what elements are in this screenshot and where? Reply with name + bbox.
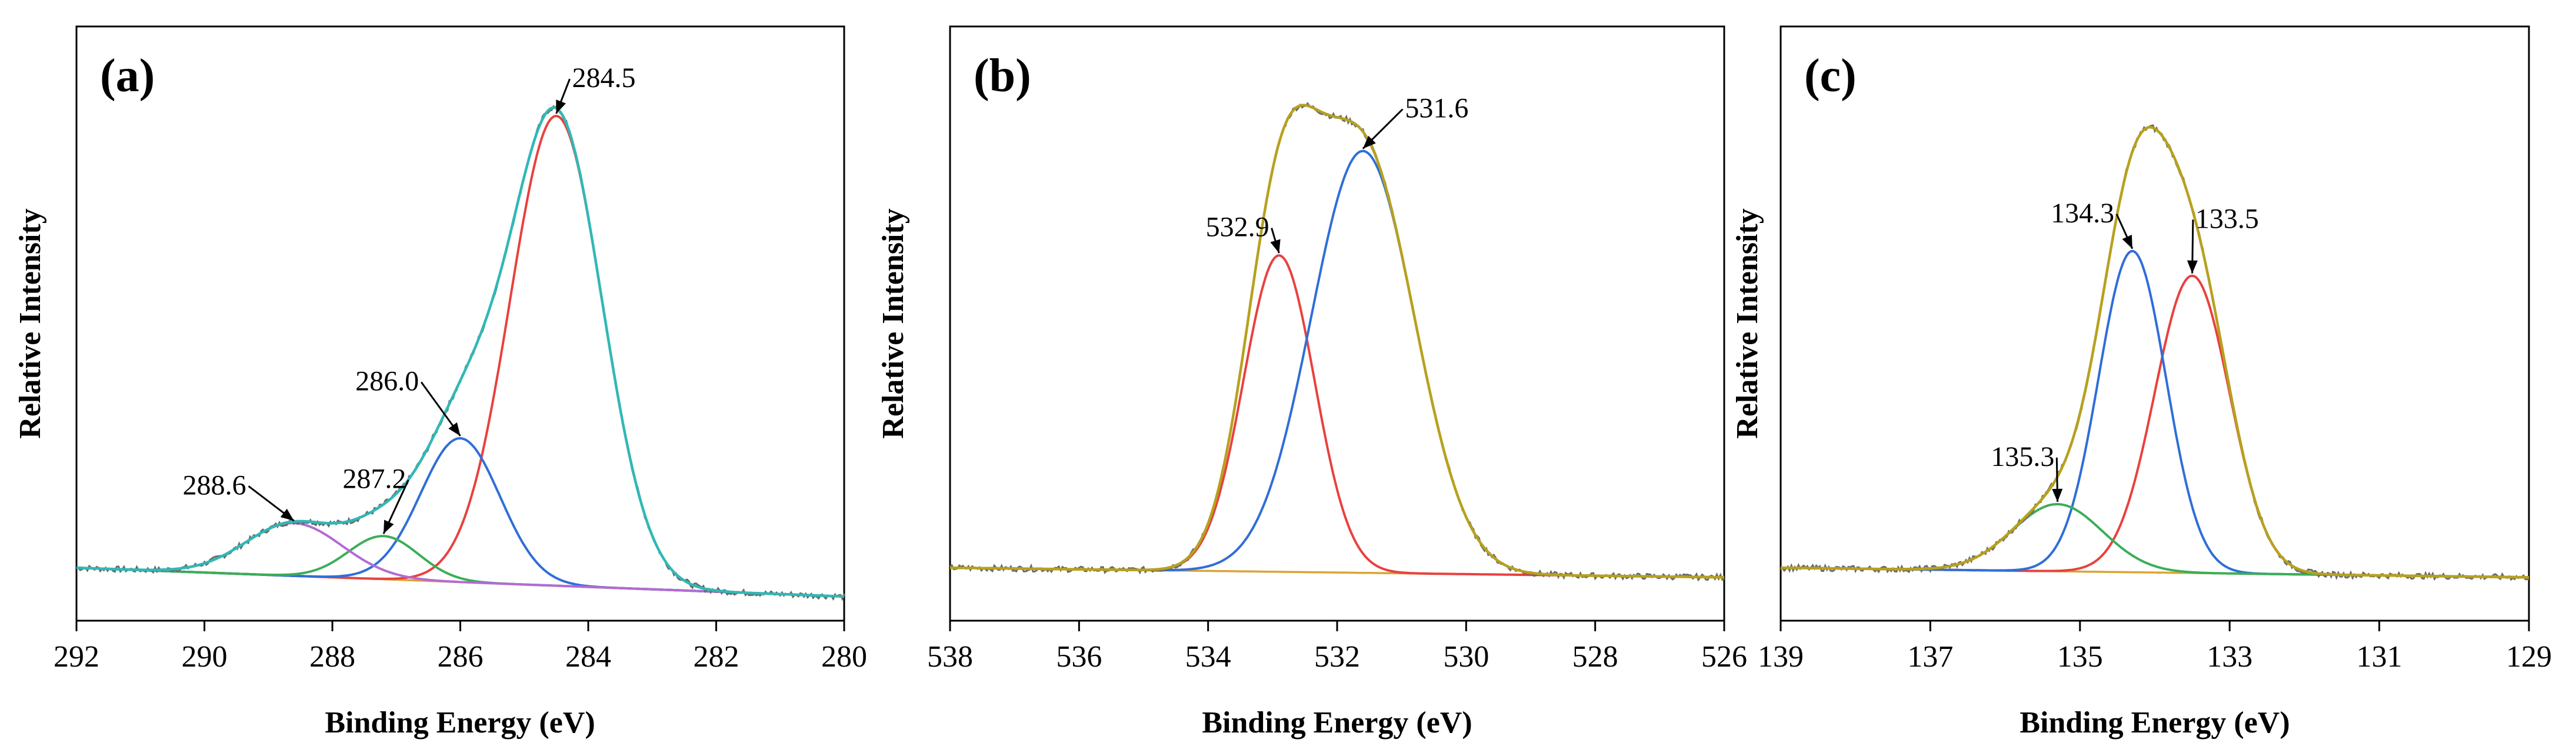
- x-tick-label: 133: [2207, 640, 2252, 674]
- x-tick-label: 538: [927, 640, 973, 674]
- peak-annotation: 287.2: [342, 464, 406, 495]
- curves: [1779, 124, 2530, 581]
- annotation-arrowhead: [2052, 488, 2063, 502]
- x-tick-label: 532: [1314, 640, 1360, 674]
- plot-frame: [949, 25, 1725, 622]
- annotation-arrowhead: [1270, 239, 1281, 254]
- x-tick-label: 534: [1185, 640, 1231, 674]
- panel-label: (b): [974, 50, 1031, 102]
- raw-data-line: [949, 102, 1725, 582]
- panel-label: (c): [1804, 50, 1857, 102]
- y-axis-title: Relative Intensity: [1731, 208, 1764, 438]
- x-tick-label: 526: [1701, 640, 1747, 674]
- envelope-line: [950, 104, 1724, 579]
- x-tick-label: 292: [54, 640, 99, 674]
- x-tick-label: 129: [2506, 640, 2552, 674]
- x-tick-label: 288: [309, 640, 355, 674]
- peak-annotation: 134.3: [2051, 198, 2114, 229]
- panel-b: (b) Binding Energy (eV) Relative Intensi…: [877, 25, 1747, 740]
- x-tick-label: 135: [2057, 640, 2103, 674]
- x-tick-label: 530: [1443, 640, 1489, 674]
- panel-label: (a): [100, 50, 155, 102]
- annotation-arrowhead: [280, 508, 294, 521]
- panel-c: (c) Binding Energy (eV) Relative Intensi…: [1731, 25, 2552, 740]
- peak-blue-line: [950, 149, 1724, 579]
- curves: [76, 104, 845, 601]
- x-ticks: 538 536 534 532 530 528 526: [927, 621, 1747, 674]
- peak-annotation: 288.6: [183, 469, 246, 501]
- annotations: 284.5 286.0 287.2 288.6: [183, 62, 636, 534]
- x-tick-label: 137: [1907, 640, 1953, 674]
- annotation-arrowhead: [2187, 260, 2198, 274]
- annotations: 531.6 532.9: [1206, 93, 1468, 254]
- x-tick-label: 131: [2357, 640, 2402, 674]
- y-axis-title: Relative Intensity: [877, 208, 910, 438]
- x-tick-label: 528: [1572, 640, 1618, 674]
- x-tick-label: 284: [565, 640, 611, 674]
- peak-annotation: 133.5: [2195, 203, 2259, 234]
- raw-data-line: [76, 104, 845, 601]
- raw-data-line: [1779, 124, 2530, 581]
- peak-purple-line: [76, 522, 845, 598]
- annotation-arrowhead: [384, 519, 394, 534]
- curves: [949, 102, 1725, 582]
- peak-annotation: 286.0: [355, 366, 419, 397]
- plot-frame: [75, 25, 845, 622]
- x-axis-title: Binding Energy (eV): [2020, 706, 2290, 740]
- peak-annotation: 284.5: [572, 62, 636, 94]
- x-ticks: 139 137 135 133 131 129: [1758, 621, 2552, 674]
- peak-annotation: 135.3: [1991, 441, 2054, 472]
- peak-annotation: 532.9: [1206, 212, 1269, 243]
- x-axis-title: Binding Energy (eV): [1202, 706, 1472, 740]
- envelope-line: [76, 106, 845, 598]
- panel-a: (a) Binding Energy (eV) Relative Intensi…: [14, 25, 867, 740]
- annotation-arrowhead: [448, 422, 461, 436]
- peak-annotation: 531.6: [1405, 93, 1468, 124]
- annotation-arrowhead: [1362, 135, 1376, 149]
- annotations: 133.5 134.3 135.3: [1991, 198, 2259, 502]
- peak-red-line: [76, 115, 845, 598]
- x-tick-label: 280: [821, 640, 867, 674]
- plot-frame: [1779, 25, 2530, 622]
- x-tick-label: 536: [1056, 640, 1102, 674]
- annotation-arrowhead: [556, 99, 566, 114]
- envelope-line: [1781, 125, 2529, 579]
- peak-blue-line: [1781, 249, 2529, 579]
- x-ticks: 292 290 288 286 284 282 280: [54, 621, 867, 674]
- peak-green-line: [1781, 503, 2529, 579]
- x-tick-label: 286: [438, 640, 484, 674]
- x-tick-label: 290: [182, 640, 228, 674]
- peak-red-line: [950, 254, 1724, 579]
- y-axis-title: Relative Intensity: [14, 208, 47, 438]
- x-tick-label: 282: [694, 640, 739, 674]
- annotation-arrowhead: [2122, 234, 2132, 249]
- x-tick-label: 139: [1758, 640, 1804, 674]
- x-axis-title: Binding Energy (eV): [325, 706, 595, 740]
